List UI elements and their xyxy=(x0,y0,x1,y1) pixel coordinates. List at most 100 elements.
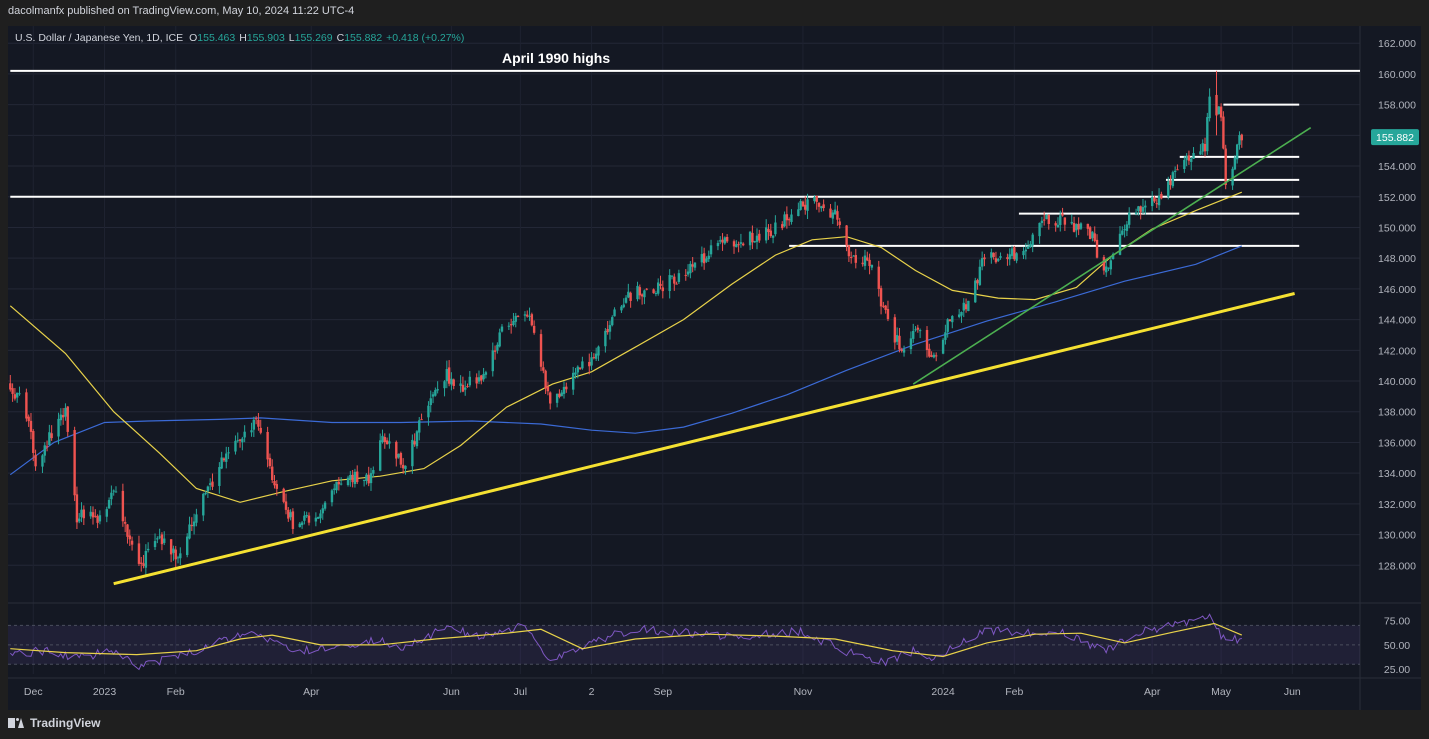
candle-body xyxy=(1102,257,1106,271)
candle-body xyxy=(870,264,874,268)
candle-body xyxy=(640,294,644,297)
open-value: 155.463 xyxy=(197,32,235,44)
candle-body xyxy=(1015,253,1018,261)
candle-body xyxy=(411,439,414,467)
candle-body xyxy=(25,392,28,419)
candle-body xyxy=(804,204,807,210)
candle-body xyxy=(836,211,839,220)
candle-body xyxy=(611,317,614,326)
candle-body xyxy=(1134,212,1138,214)
horizontal-levels xyxy=(10,69,1360,247)
candle-body xyxy=(57,418,60,437)
candle-body xyxy=(443,381,446,389)
candle-body xyxy=(764,227,768,241)
candle-body xyxy=(349,474,352,479)
candle-body xyxy=(1199,151,1202,155)
candle-body xyxy=(624,297,628,303)
candle-body xyxy=(509,324,513,326)
low-label: L xyxy=(289,32,295,44)
candle-body xyxy=(300,522,304,526)
candle-body xyxy=(404,465,407,469)
candle-body xyxy=(447,367,451,384)
candle-body xyxy=(418,420,421,433)
change-value: +0.418 (+0.27%) xyxy=(386,32,464,44)
candle-body xyxy=(948,319,952,322)
april-1990-highs-label: April 1990 highs xyxy=(502,50,610,66)
price-tick-label: 150.000 xyxy=(1378,222,1416,234)
candle-body xyxy=(1185,155,1188,160)
candle-body xyxy=(689,263,692,274)
candle-body xyxy=(571,372,575,390)
candle-body xyxy=(957,314,961,317)
candle-body xyxy=(751,232,754,243)
candle-body xyxy=(27,416,30,422)
candle-body xyxy=(581,361,584,369)
candle-body xyxy=(960,312,963,316)
candle-body xyxy=(1091,231,1094,239)
price-tick-label: 136.000 xyxy=(1378,437,1416,449)
candle-body xyxy=(466,386,469,388)
candle-body xyxy=(817,202,821,207)
candle-body xyxy=(884,305,887,310)
price-tick-label: 162.000 xyxy=(1378,38,1416,50)
tradingview-brand: TradingView xyxy=(30,716,101,730)
candle-body xyxy=(932,354,936,358)
last-price-label: 155.882 xyxy=(1376,132,1414,144)
candle-body xyxy=(1235,144,1239,160)
time-axis[interactable]: Dec 2023 Feb Apr Jun Jul 2 Sep Nov 2024 Feb Apr May J… xyxy=(24,686,1301,698)
price-axis[interactable]: 162.000160.000158.000156.000154.000152.0… xyxy=(1378,38,1416,676)
candle-body xyxy=(622,304,625,308)
candle-body xyxy=(829,208,832,218)
candle-body xyxy=(643,290,646,298)
candle-body xyxy=(530,314,534,326)
candle-body xyxy=(613,309,616,317)
chart-svg[interactable]: 162.000160.000158.000156.000154.000152.0… xyxy=(8,26,1421,710)
tradingview-footer[interactable]: TradingView xyxy=(8,716,100,730)
candle-body xyxy=(388,441,391,444)
candle-body xyxy=(500,326,504,332)
candle-body xyxy=(1038,222,1041,237)
candle-body xyxy=(29,420,33,432)
candle-body xyxy=(944,332,947,340)
candle-body xyxy=(238,439,242,441)
candle-body xyxy=(877,266,880,289)
candle-body xyxy=(737,244,740,246)
candle-body xyxy=(250,430,253,433)
candle-body xyxy=(98,515,102,522)
candle-body xyxy=(385,440,389,445)
last-price-badge-box xyxy=(1371,129,1419,146)
candle-body xyxy=(544,370,547,389)
candle-body xyxy=(291,511,295,529)
candle-body xyxy=(1219,106,1223,118)
candle-body xyxy=(383,437,386,443)
candle-body xyxy=(1056,224,1060,228)
candle-body xyxy=(91,512,95,518)
candle-body xyxy=(787,219,791,221)
candle-body xyxy=(1045,214,1048,220)
candle-body xyxy=(114,491,118,493)
candle-body xyxy=(61,415,65,418)
candle-body xyxy=(992,252,995,257)
candle-body xyxy=(742,243,745,246)
candle-body xyxy=(507,325,511,327)
candle-body xyxy=(303,515,306,521)
close-label: C xyxy=(337,32,345,44)
candle-body xyxy=(673,276,676,284)
candle-body xyxy=(941,339,945,354)
candle-body xyxy=(999,256,1002,258)
candle-body xyxy=(78,518,81,522)
high-label: H xyxy=(239,32,247,44)
candle-body xyxy=(914,329,917,331)
candle-body xyxy=(1029,244,1032,248)
candle-body xyxy=(493,350,497,352)
candle-body xyxy=(353,471,357,485)
candle-body xyxy=(450,378,453,385)
candle-body xyxy=(225,453,228,462)
candle-body xyxy=(186,536,189,556)
candle-body xyxy=(335,481,338,491)
price-tick-label: 160.000 xyxy=(1378,69,1416,81)
candle-body xyxy=(852,255,855,257)
candles xyxy=(9,70,1243,576)
candle-body xyxy=(156,538,159,540)
candle-body xyxy=(459,383,462,386)
